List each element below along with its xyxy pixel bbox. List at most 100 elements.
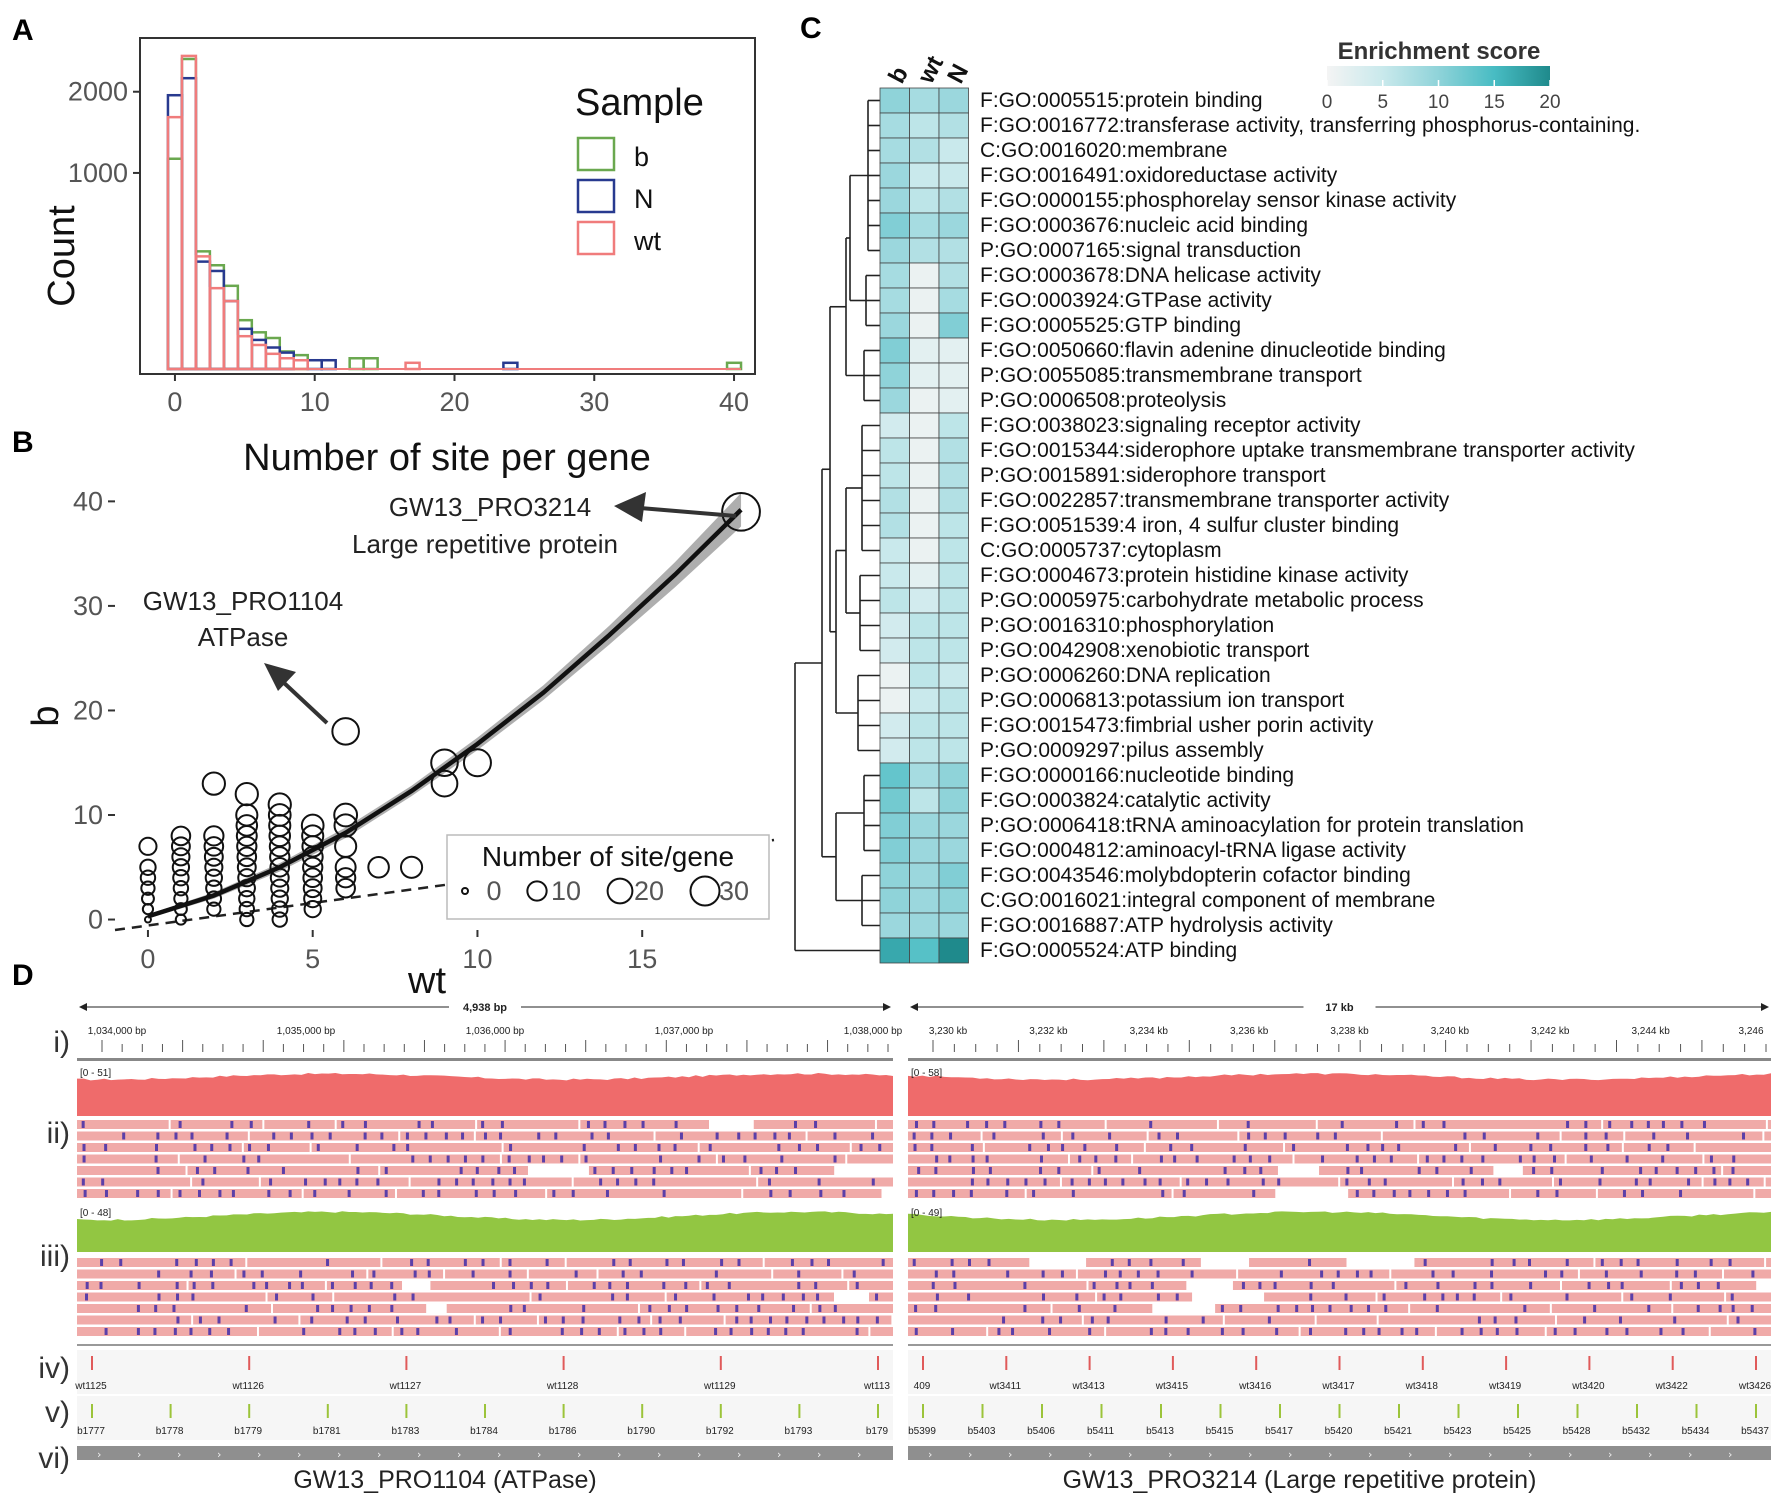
arrow-head-pro1104 — [264, 663, 296, 691]
heat-cell-18-1 — [909, 537, 940, 564]
reads-b-read-6-2 — [1173, 1189, 1276, 1198]
reads-wt-mark-6-1-4 — [338, 1328, 342, 1335]
reads-wt-mark-2-2-2 — [369, 1282, 373, 1289]
reads-wt-mark-0-3-0 — [1423, 1259, 1427, 1266]
reads-b-read-1-1 — [982, 1131, 1061, 1141]
wt-site-label-8: wt3420 — [1571, 1381, 1605, 1392]
heat-cell-21-2 — [938, 612, 969, 639]
colorbar: Enrichment score 0 5 10 15 20 — [1322, 38, 1561, 113]
size-legend-label-2: 20 — [634, 876, 664, 906]
reads-wt-mark-1-2-3 — [427, 1270, 431, 1278]
hist-x-tick-label-1: 10 — [300, 387, 330, 417]
reads-wt-mark-2-5-6 — [814, 1282, 818, 1289]
heat-cell-31-2 — [938, 862, 969, 889]
heat-cell-2-2 — [938, 137, 969, 164]
wt-site-label-3: wt3415 — [1155, 1381, 1189, 1392]
reads-wt-mark-4-3-0 — [648, 1305, 652, 1312]
reads-wt-read-3-5 — [868, 1292, 893, 1302]
reads-b-mark-4-3-4 — [670, 1167, 674, 1174]
reads-b-mark-0-0-3 — [966, 1121, 970, 1128]
b-site-mark-1 — [981, 1404, 984, 1418]
hist-x-tick-label-4: 40 — [719, 387, 749, 417]
position-label-1: 3,232 kb — [1029, 1026, 1068, 1037]
reads-wt-mark-1-0-7 — [209, 1270, 213, 1278]
reads-b-mark-4-2-8 — [1469, 1167, 1473, 1174]
reads-b-mark-2-1-1 — [266, 1144, 270, 1151]
reads-wt-mark-6-4-3 — [1495, 1328, 1499, 1335]
reads-b-mark-3-1-1 — [203, 1155, 207, 1163]
reads-b-mark-5-4-1 — [1480, 1178, 1484, 1186]
reads-wt-mark-0-4-2 — [1636, 1259, 1640, 1266]
reads-wt-read-0-2 — [382, 1258, 500, 1267]
reads-wt-read-4-3 — [639, 1304, 810, 1313]
reads-b-mark-2-2-2 — [1190, 1144, 1194, 1151]
ruler-range-label: 4,938 bp — [463, 1002, 507, 1014]
hist-y-tick-label-0: 1000 — [68, 158, 128, 188]
position-label-3: 1,037,000 bp — [655, 1026, 714, 1037]
heat-cell-34-0 — [879, 937, 910, 964]
b-site-label-9: b1793 — [784, 1426, 812, 1437]
reads-wt-mark-4-2-5 — [1311, 1305, 1315, 1312]
b-site-label-9: b5423 — [1444, 1426, 1472, 1437]
reads-b-mark-6-3-0 — [1355, 1190, 1359, 1197]
reads-wt-mark-0-4-6 — [1709, 1259, 1713, 1266]
scatter-point-30 — [236, 857, 257, 878]
b-site-mark-8 — [1398, 1404, 1400, 1418]
reads-wt-read-2-1 — [188, 1281, 325, 1290]
reads-wt-mark-5-0-7 — [1041, 1316, 1045, 1324]
reads-wt-mark-0-3-5 — [1512, 1259, 1516, 1266]
heat-cell-15-0 — [879, 462, 910, 489]
reads-wt-mark-6-4-0 — [623, 1328, 627, 1335]
reads-wt-mark-4-0-9 — [244, 1305, 248, 1312]
reads-wt-mark-4-2-4 — [1295, 1305, 1299, 1312]
heat-cell-14-1 — [909, 437, 940, 464]
reads-b-mark-0-6-3 — [814, 1121, 818, 1128]
reads-wt-mark-0-3-8 — [1565, 1259, 1569, 1266]
reads-wt-mark-1-3-1 — [471, 1270, 475, 1278]
reads-b-mark-6-5-4 — [1679, 1190, 1683, 1197]
reads-b-mark-0-3-4 — [1395, 1121, 1399, 1128]
reads-b-mark-5-2-4 — [1261, 1178, 1265, 1186]
reads-b-mark-1-7-6 — [1742, 1132, 1746, 1140]
reads-wt-mark-6-5-1 — [714, 1328, 718, 1335]
reads-wt-mark-6-5-5 — [784, 1328, 788, 1335]
reads-wt-read-5-4 — [538, 1315, 651, 1325]
reads-wt-mark-1-3-3 — [508, 1270, 512, 1278]
reads-wt-mark-0-0-8 — [229, 1259, 233, 1266]
scatter-point-16 — [206, 901, 222, 917]
gene-caption: GW13_PRO1104 (ATPase) — [293, 1466, 596, 1494]
reads-wt-read-1-7 — [843, 1269, 893, 1279]
gene-strand-arrow-0: › — [928, 1448, 932, 1461]
reads-wt-mark-4-3-6 — [757, 1305, 761, 1312]
position-label-6: 3,242 kb — [1531, 1026, 1570, 1037]
reads-wt-mark-6-2-3 — [454, 1328, 458, 1335]
reads-b-mark-0-1-0 — [178, 1121, 182, 1128]
reads-wt-mark-4-0-1 — [934, 1305, 938, 1312]
reads-b-mark-1-4-5 — [1333, 1132, 1337, 1140]
scatter-point-28 — [237, 879, 256, 898]
reads-b-mark-6-3-1 — [421, 1190, 425, 1197]
reads-b-mark-3-0-7 — [1039, 1155, 1043, 1163]
coverage-wt-track — [908, 1211, 1771, 1252]
gene-strand-arrow-7: › — [377, 1448, 381, 1461]
b-site-label-10: b179 — [866, 1426, 889, 1437]
reads-b-read-4-0 — [908, 1166, 1092, 1175]
reads-wt-read-3-5 — [1623, 1292, 1725, 1302]
reads-wt-mark-1-7-0 — [852, 1270, 856, 1278]
reads-b-mark-4-2-6 — [497, 1167, 501, 1174]
colorbar-tick-label-3: 15 — [1484, 92, 1505, 113]
heat-cell-30-2 — [938, 837, 969, 864]
reads-wt-mark-1-2-7 — [1369, 1270, 1373, 1278]
reads-b-mark-2-4-3 — [1529, 1144, 1533, 1151]
reads-wt-mark-1-1-6 — [1190, 1270, 1194, 1278]
reads-b-mark-5-2-5 — [355, 1178, 359, 1186]
reads-wt-mark-3-1-1 — [1119, 1293, 1123, 1301]
reads-wt-mark-5-2-8 — [448, 1316, 452, 1324]
size-legend-circle-1 — [526, 880, 548, 902]
heat-cell-12-1 — [909, 387, 940, 414]
reads-b-mark-4-1-7 — [1223, 1167, 1227, 1174]
reads-wt-read-3-0 — [77, 1292, 266, 1302]
size-legend-items: 0 10 20 30 — [461, 875, 749, 907]
reads-b-mark-1-1-2 — [289, 1132, 293, 1140]
